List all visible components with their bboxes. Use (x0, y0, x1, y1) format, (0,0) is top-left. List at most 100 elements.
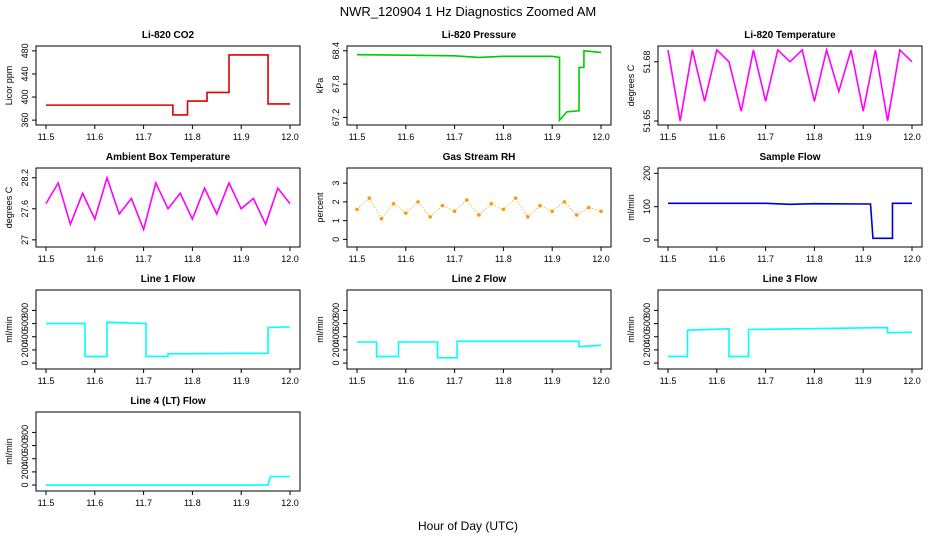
panel-6: Sample Flow ml/min 0 100 200 11.5 11.6 11.7 11.8… (626, 152, 923, 264)
y-tick-label: 27.6 (20, 200, 30, 218)
series-line-1 (45, 175, 291, 233)
x-tick-label: 11.6 (397, 132, 414, 142)
y-axis-label: kPa (315, 78, 325, 94)
x-tick-label: 11.5 (349, 254, 366, 264)
panel-title: Line 1 Flow (141, 274, 196, 285)
plot-frame (35, 411, 301, 492)
data-point (489, 201, 494, 206)
x-tick-label: 11.8 (495, 132, 512, 142)
x-tick-label: 12.0 (903, 254, 921, 264)
panel-title: Line 2 Flow (452, 274, 507, 285)
y-axis-label: ml/min (4, 438, 14, 465)
x-tick-label: 11.9 (233, 132, 250, 142)
y-tick-label: 440 (20, 66, 30, 81)
x-tick-label: 11.5 (349, 132, 366, 142)
x-tick-label: 11.8 (806, 376, 823, 386)
y-tick-label: 600 (331, 316, 341, 331)
panel-title: Gas Stream RH (443, 152, 516, 163)
x-tick-label: 11.7 (135, 498, 152, 508)
x-tick-label: 11.8 (184, 132, 201, 142)
x-tick-label: 12.0 (903, 376, 921, 386)
y-axis-label: degrees C (626, 64, 636, 106)
y-axis-label: percent (315, 192, 325, 223)
x-tick-label: 11.6 (708, 376, 725, 386)
panel-2: Li-820 Pressure kPa 67.2 67.8 68.4 11.5 11.6 11… (315, 30, 612, 142)
y-tick-label: 600 (20, 438, 30, 453)
x-tick-label: 11.9 (544, 254, 561, 264)
series-line-1 (668, 202, 912, 240)
y-tick-label: 68.4 (331, 42, 341, 60)
x-tick-label: 11.5 (38, 376, 55, 386)
y-tick-label: 0 (642, 361, 652, 366)
x-tick-label: 11.8 (495, 376, 512, 386)
x-tick-label: 11.8 (184, 498, 201, 508)
series-line-1 (356, 49, 602, 123)
y-axis-label: degrees C (4, 186, 14, 228)
y-tick-label: 400 (20, 90, 30, 105)
x-tick-label: 11.9 (544, 376, 561, 386)
x-tick-label: 11.7 (757, 376, 774, 386)
y-tick-label: 100 (642, 199, 652, 214)
y-tick-label: 0 (20, 483, 30, 488)
plot-frame (35, 167, 301, 248)
x-tick-label: 11.9 (233, 498, 250, 508)
panel-title: Line 4 (LT) Flow (130, 396, 206, 407)
x-tick-label: 11.8 (806, 132, 823, 142)
x-tick-label: 11.7 (757, 254, 774, 264)
y-axis-label: Licor ppm (4, 66, 14, 106)
plot-frame (35, 289, 301, 370)
plot-frame (657, 45, 923, 126)
x-tick-label: 11.5 (349, 376, 366, 386)
x-tick-label: 11.6 (86, 132, 103, 142)
x-tick-label: 11.7 (446, 132, 463, 142)
y-tick-label: 0 (20, 361, 30, 366)
x-tick-label: 12.0 (281, 498, 299, 508)
panel-3: Li-820 Temperature degrees C 51.65 51.68 11.… (626, 30, 923, 142)
y-tick-label: 600 (642, 316, 652, 331)
data-point (538, 203, 542, 208)
series-line-1 (46, 475, 290, 486)
x-tick-label: 12.0 (592, 376, 610, 386)
figure-x-axis-label: Hour of Day (UTC) (418, 519, 518, 533)
series-line-1 (46, 54, 290, 116)
x-tick-label: 12.0 (281, 376, 299, 386)
y-tick-label: 400 (331, 329, 341, 344)
x-tick-label: 11.7 (446, 376, 463, 386)
x-tick-label: 11.8 (184, 376, 201, 386)
series-line-1 (357, 340, 602, 359)
y-tick-label: 360 (20, 113, 30, 128)
x-tick-label: 11.6 (397, 376, 414, 386)
x-tick-label: 11.9 (233, 254, 250, 264)
x-tick-label: 12.0 (903, 132, 921, 142)
y-tick-label: 800 (20, 425, 30, 440)
x-tick-label: 11.9 (855, 132, 872, 142)
y-tick-label: 0 (642, 237, 652, 242)
x-tick-label: 11.8 (806, 254, 823, 264)
x-tick-label: 12.0 (592, 254, 610, 264)
y-axis-label: ml/min (315, 316, 325, 343)
panel-4: Ambient Box Temperature degrees C 27 27.6 28… (4, 152, 301, 264)
y-tick-label: 400 (20, 451, 30, 466)
y-tick-label: 67.2 (331, 109, 341, 127)
series-line-1 (668, 326, 913, 358)
y-tick-label: 200 (642, 166, 652, 181)
x-tick-label: 11.7 (757, 132, 774, 142)
y-tick-label: 27 (20, 235, 30, 245)
x-tick-label: 11.7 (135, 254, 152, 264)
x-tick-label: 12.0 (592, 132, 610, 142)
y-tick-label: 200 (20, 342, 30, 357)
panel-title: Li-820 Pressure (442, 30, 517, 41)
x-tick-label: 11.5 (38, 498, 55, 508)
x-tick-label: 11.5 (660, 132, 677, 142)
x-tick-label: 11.9 (233, 376, 250, 386)
x-tick-label: 11.6 (708, 254, 725, 264)
y-tick-label: 2 (331, 199, 341, 204)
x-tick-label: 11.9 (855, 376, 872, 386)
x-tick-label: 11.7 (446, 254, 463, 264)
y-tick-label: 600 (20, 316, 30, 331)
x-tick-label: 11.6 (86, 376, 103, 386)
y-axis-label: ml/min (626, 316, 636, 343)
x-tick-label: 11.5 (38, 132, 55, 142)
